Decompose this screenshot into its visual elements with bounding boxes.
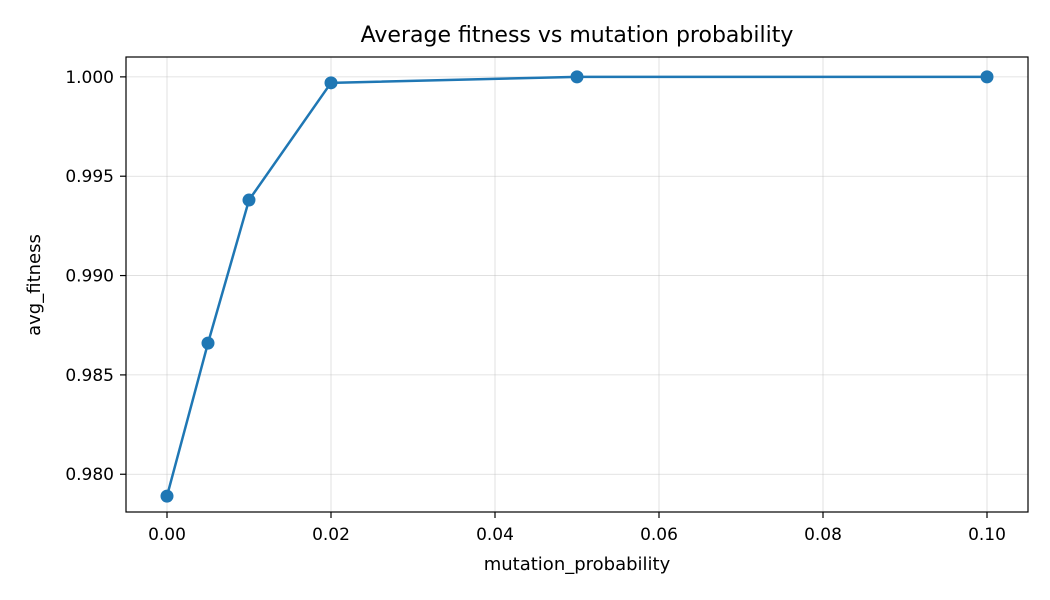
y-tick-label: 0.995	[65, 167, 114, 187]
y-axis-label: avg_fitness	[24, 234, 45, 336]
data-point	[160, 489, 174, 503]
data-point	[242, 193, 256, 207]
x-axis-label: mutation_probability	[484, 554, 671, 575]
grid	[126, 57, 1028, 512]
x-tick-label: 0.06	[640, 525, 678, 545]
ticks: 0.00 0.02 0.04 0.06 0.08 0.10 0.980 0.985 0.990 0…	[65, 68, 1006, 545]
x-tick-label: 0.10	[968, 525, 1006, 545]
chart-title: Average fitness vs mutation probability	[361, 23, 794, 48]
data-point	[324, 76, 338, 90]
plot-frame	[125, 56, 1029, 513]
x-tick-label: 0.08	[804, 525, 842, 545]
x-tick-label: 0.02	[312, 525, 350, 545]
y-tick-label: 0.990	[65, 267, 114, 287]
series-layer	[160, 70, 994, 503]
x-tick-label: 0.04	[476, 525, 514, 545]
data-point	[570, 70, 584, 84]
y-tick-label: 0.985	[65, 366, 114, 386]
y-tick-label: 1.000	[65, 68, 114, 88]
x-tick-label: 0.00	[148, 525, 186, 545]
y-tick-label: 0.980	[65, 465, 114, 485]
data-point	[980, 70, 994, 84]
data-point	[201, 336, 215, 350]
series-line	[165, 75, 989, 498]
